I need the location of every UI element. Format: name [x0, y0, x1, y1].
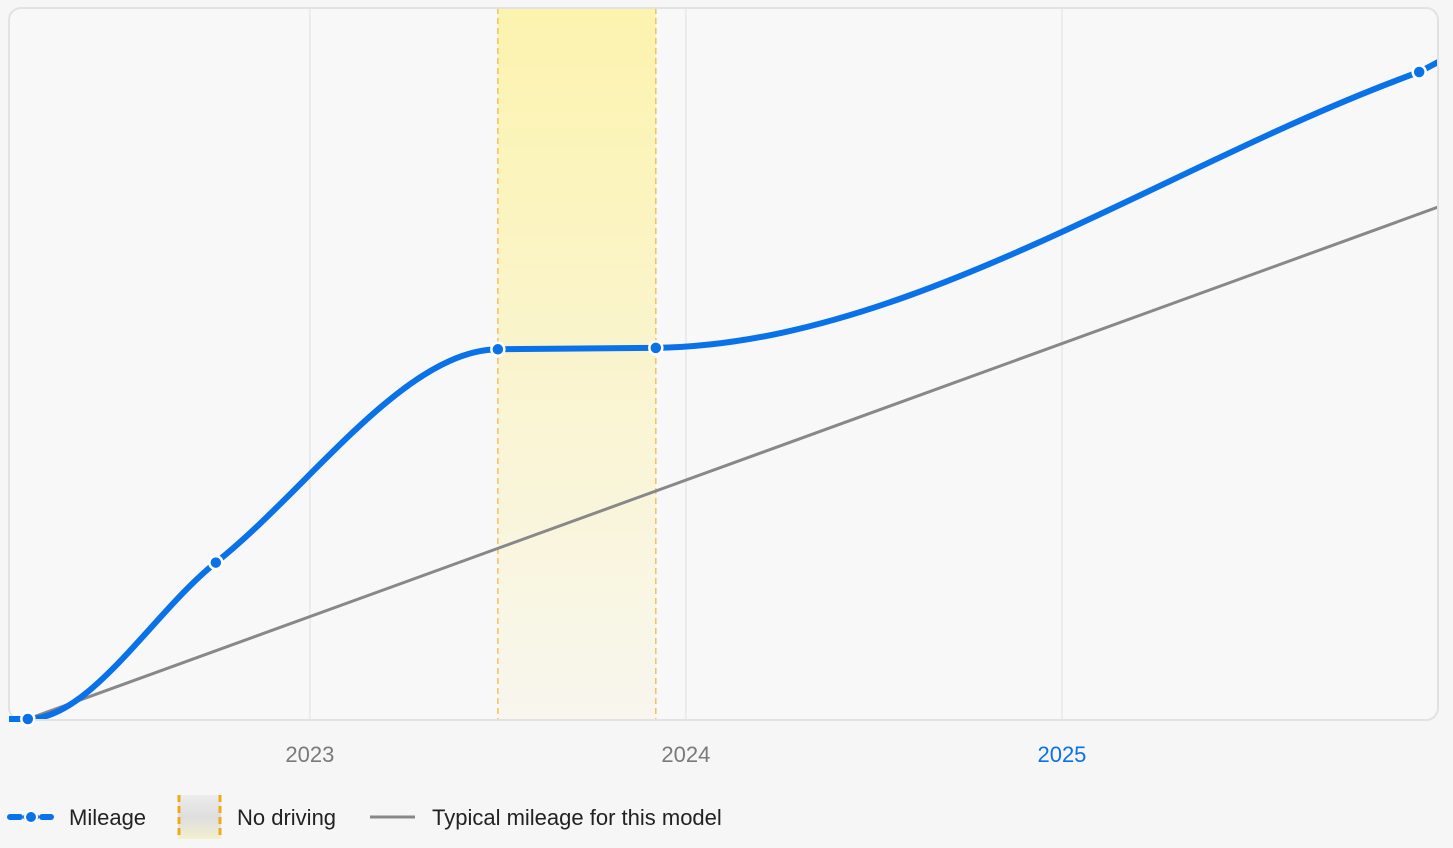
- legend-mileage-label: Mileage: [69, 805, 146, 830]
- no-driving-band-fill: [497, 8, 656, 719]
- plot-border: [8, 7, 1439, 721]
- x-tick-label-2024: 2024: [661, 742, 710, 767]
- legend-typical-label: Typical mileage for this model: [432, 805, 722, 830]
- x-tick-label-2025: 2025: [1037, 742, 1086, 767]
- plot-panel: [9, 8, 1438, 720]
- mileage-line: [24, 68, 1423, 720]
- legend-item-mileage: Mileage: [7, 805, 146, 830]
- legend-no-driving-label: No driving: [237, 805, 336, 830]
- mileage-point: [1411, 64, 1427, 80]
- legend-item-typical: Typical mileage for this model: [370, 805, 722, 830]
- grid-lines: [309, 8, 1063, 719]
- legend-item-no-driving: No driving: [177, 795, 336, 839]
- mileage-point-start: [20, 711, 36, 727]
- mileage-series: [20, 56, 1438, 720]
- no-driving-band: [497, 8, 657, 719]
- mileage-point: [490, 341, 506, 358]
- x-tick-label-2023: 2023: [285, 742, 334, 767]
- legend-mileage-marker: [24, 810, 38, 824]
- mileage-point: [648, 340, 664, 356]
- mileage-point: [208, 554, 224, 571]
- legend-no-driving-swatch: [178, 795, 221, 839]
- typical-series: [27, 205, 1438, 720]
- x-axis-ticks: 2023 2024 2025: [285, 742, 1086, 767]
- legend: Mileage No driving Typical mileage for t…: [7, 795, 722, 839]
- typical-mileage-line: [27, 205, 1438, 720]
